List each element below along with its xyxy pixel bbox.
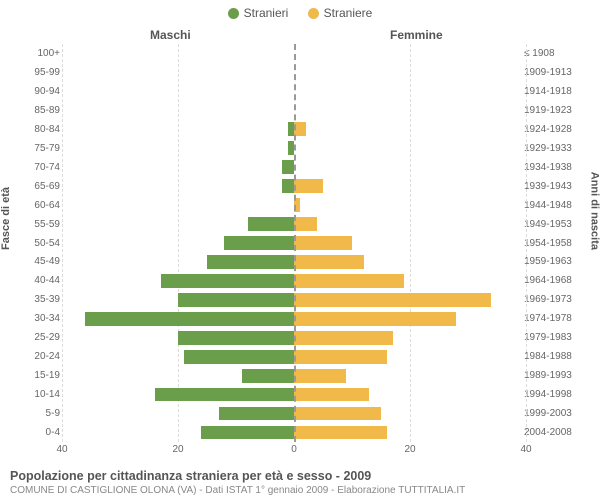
bar-male: [248, 217, 294, 231]
birth-label: ≤ 1908: [524, 44, 580, 63]
age-label: 95-99: [22, 63, 60, 82]
age-label: 25-29: [22, 328, 60, 347]
x-axis: 402002040: [62, 444, 526, 460]
birth-label: 1984-1988: [524, 347, 580, 366]
x-tick: 40: [56, 444, 67, 455]
birth-label: 1959-1963: [524, 252, 580, 271]
age-label: 90-94: [22, 82, 60, 101]
legend-swatch-female: [308, 8, 319, 19]
age-label: 45-49: [22, 252, 60, 271]
age-label: 100+: [22, 44, 60, 63]
bar-female: [294, 369, 346, 383]
legend-item-female: Straniere: [308, 6, 373, 20]
age-label: 15-19: [22, 366, 60, 385]
center-axis-line: [294, 44, 296, 442]
bar-female: [294, 388, 369, 402]
birth-label: 1994-1998: [524, 385, 580, 404]
age-label: 60-64: [22, 196, 60, 215]
bar-female: [294, 236, 352, 250]
y-axis-title-right: Anni di nascita: [588, 172, 600, 250]
age-label: 0-4: [22, 423, 60, 442]
bar-female: [294, 217, 317, 231]
bar-female: [294, 312, 456, 326]
birth-label: 1924-1928: [524, 120, 580, 139]
age-label: 40-44: [22, 271, 60, 290]
y-axis-title-left: Fasce di età: [0, 187, 12, 250]
bar-male: [224, 236, 294, 250]
bar-male: [219, 407, 294, 421]
legend: Stranieri Straniere: [0, 6, 600, 22]
age-label: 50-54: [22, 234, 60, 253]
birth-labels: ≤ 19081909-19131914-19181919-19231924-19…: [524, 44, 580, 442]
birth-label: 1909-1913: [524, 63, 580, 82]
age-label: 75-79: [22, 139, 60, 158]
legend-label-male: Stranieri: [244, 6, 289, 20]
birth-label: 1969-1973: [524, 290, 580, 309]
birth-label: 1944-1948: [524, 196, 580, 215]
age-label: 20-24: [22, 347, 60, 366]
bar-male: [207, 255, 294, 269]
bar-male: [242, 369, 294, 383]
pyramid-chart: [62, 44, 526, 442]
birth-label: 1919-1923: [524, 101, 580, 120]
birth-label: 1934-1938: [524, 158, 580, 177]
bar-female: [294, 331, 393, 345]
birth-label: 1939-1943: [524, 177, 580, 196]
x-tick: 20: [404, 444, 415, 455]
legend-label-female: Straniere: [324, 6, 373, 20]
age-label: 65-69: [22, 177, 60, 196]
bar-male: [178, 293, 294, 307]
birth-label: 1949-1953: [524, 215, 580, 234]
bar-male: [282, 179, 294, 193]
bar-female: [294, 255, 364, 269]
bar-female: [294, 350, 387, 364]
bar-male: [85, 312, 294, 326]
birth-label: 1929-1933: [524, 139, 580, 158]
chart-title: Popolazione per cittadinanza straniera p…: [10, 469, 590, 483]
bar-female: [294, 426, 387, 440]
birth-label: 1979-1983: [524, 328, 580, 347]
age-label: 85-89: [22, 101, 60, 120]
x-tick: 40: [520, 444, 531, 455]
column-header-female: Femmine: [390, 28, 443, 42]
bar-female: [294, 293, 491, 307]
birth-label: 2004-2008: [524, 423, 580, 442]
bar-female: [294, 407, 381, 421]
birth-label: 1999-2003: [524, 404, 580, 423]
chart-subtitle: COMUNE DI CASTIGLIONE OLONA (VA) - Dati …: [10, 485, 590, 496]
bar-male: [178, 331, 294, 345]
birth-label: 1954-1958: [524, 234, 580, 253]
x-tick: 20: [172, 444, 183, 455]
legend-swatch-male: [228, 8, 239, 19]
bar-female: [294, 274, 404, 288]
age-label: 70-74: [22, 158, 60, 177]
age-label: 10-14: [22, 385, 60, 404]
legend-item-male: Stranieri: [228, 6, 289, 20]
age-label: 30-34: [22, 309, 60, 328]
column-header-male: Maschi: [150, 28, 191, 42]
bar-male: [201, 426, 294, 440]
chart-footer: Popolazione per cittadinanza straniera p…: [10, 469, 590, 496]
age-labels: 100+95-9990-9485-8980-8475-7970-7465-696…: [22, 44, 60, 442]
age-label: 55-59: [22, 215, 60, 234]
age-label: 35-39: [22, 290, 60, 309]
bar-male: [155, 388, 294, 402]
age-label: 5-9: [22, 404, 60, 423]
bar-male: [282, 160, 294, 174]
birth-label: 1914-1918: [524, 82, 580, 101]
grid-line: [526, 44, 527, 442]
age-label: 80-84: [22, 120, 60, 139]
x-tick: 0: [291, 444, 297, 455]
birth-label: 1974-1978: [524, 309, 580, 328]
bar-male: [161, 274, 294, 288]
bar-female: [294, 179, 323, 193]
birth-label: 1964-1968: [524, 271, 580, 290]
birth-label: 1989-1993: [524, 366, 580, 385]
bar-male: [184, 350, 294, 364]
